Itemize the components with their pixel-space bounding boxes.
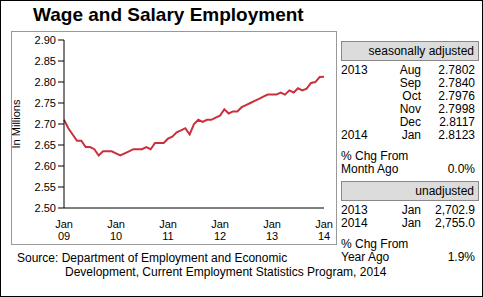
svg-text:2.70: 2.70 bbox=[35, 118, 56, 130]
html-text:Jan: Jan bbox=[401, 128, 421, 142]
svg-text:2.50: 2.50 bbox=[35, 202, 56, 214]
html-text:2.8117: 2.8117 bbox=[439, 115, 475, 129]
html-text:Nov: Nov bbox=[399, 102, 421, 116]
html-text:% Chg From: % Chg From bbox=[341, 149, 409, 163]
html-text:seasonally adjusted: seasonally adjusted bbox=[368, 44, 474, 58]
svg-text:2.90: 2.90 bbox=[35, 34, 56, 46]
html-text:Dec: Dec bbox=[399, 115, 421, 129]
html-text:2,755.0: 2,755.0 bbox=[435, 216, 475, 230]
html-text:2.7840: 2.7840 bbox=[438, 76, 475, 90]
html-text:% Chg From: % Chg From bbox=[341, 237, 409, 251]
html-text:2.7998: 2.7998 bbox=[438, 102, 475, 116]
html-text:2013: 2013 bbox=[341, 203, 368, 217]
svg-text:2.80: 2.80 bbox=[35, 76, 56, 88]
svg-text:Jan11: Jan11 bbox=[159, 218, 177, 242]
html-text:Source: Department of Employme: Source: Department of Employment and Eco… bbox=[17, 251, 288, 265]
html-text:2014: 2014 bbox=[341, 216, 368, 230]
html-text:Wage and Salary Employment: Wage and Salary Employment bbox=[33, 4, 304, 25]
svg-text:Jan14: Jan14 bbox=[315, 218, 333, 242]
html-text:2,702.9: 2,702.9 bbox=[435, 203, 475, 217]
html-text:2.7976: 2.7976 bbox=[438, 89, 475, 103]
html-text:Month Ago: Month Ago bbox=[341, 162, 399, 176]
svg-text:Jan12: Jan12 bbox=[211, 218, 229, 242]
svg-text:Jan09: Jan09 bbox=[55, 218, 73, 242]
html-text:Jan: Jan bbox=[401, 216, 421, 230]
html-text:2.7802: 2.7802 bbox=[438, 63, 475, 77]
svg-text:Jan13: Jan13 bbox=[263, 218, 281, 242]
html-text:2014: 2014 bbox=[341, 128, 368, 142]
html-text:Sep: Sep bbox=[399, 76, 421, 90]
svg-text:Jan10: Jan10 bbox=[107, 218, 125, 242]
svg-text:2.75: 2.75 bbox=[35, 97, 56, 109]
html-text:0.0%: 0.0% bbox=[447, 162, 475, 176]
html-text:Jan: Jan bbox=[401, 203, 421, 217]
html-text:2.8123: 2.8123 bbox=[438, 128, 475, 142]
svg-text:In Millions: In Millions bbox=[12, 99, 22, 148]
svg-text:2.65: 2.65 bbox=[35, 139, 56, 151]
svg-text:2.85: 2.85 bbox=[35, 55, 56, 67]
svg-text:2.55: 2.55 bbox=[35, 181, 56, 193]
svg-text:2.60: 2.60 bbox=[35, 160, 56, 172]
html-text:Development, Current Employmen: Development, Current Employment Statisti… bbox=[65, 265, 387, 279]
html-text:Aug: Aug bbox=[399, 63, 421, 77]
html-text:2013: 2013 bbox=[341, 63, 368, 77]
html-text:1.9%: 1.9% bbox=[447, 250, 475, 264]
html-text:Year Ago: Year Ago bbox=[341, 250, 390, 264]
html-text:unadjusted: unadjusted bbox=[415, 184, 474, 198]
html-text:Oct: Oct bbox=[402, 89, 421, 103]
